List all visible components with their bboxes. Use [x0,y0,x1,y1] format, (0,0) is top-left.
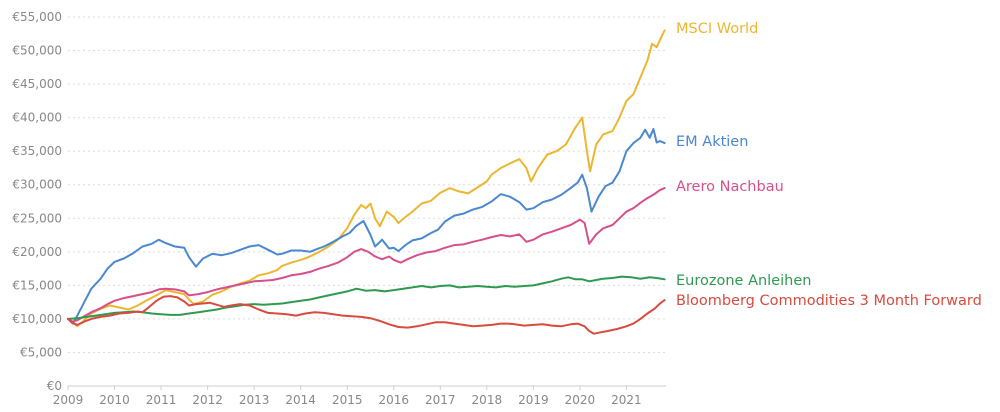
x-tick-label: 2013 [239,393,270,407]
y-tick-label: €15,000 [12,278,62,292]
y-tick-label: €25,000 [12,211,62,225]
y-tick-label: €40,000 [12,111,62,125]
x-tick-label: 2009 [53,393,84,407]
y-tick-label: €5,000 [20,345,62,359]
y-tick-label: €0 [47,379,62,393]
x-tick-label: 2010 [99,393,130,407]
series-line-eurozone-anleihen [67,275,666,320]
x-tick-label: 2021 [611,393,642,407]
series-line-arero-nachbau [67,187,666,323]
x-tick-label: 2019 [518,393,549,407]
grid-lines [68,16,666,387]
y-tick-label: €50,000 [12,44,62,58]
y-tick-label: €55,000 [12,10,62,24]
y-tick-label: €45,000 [12,77,62,91]
x-tick-label: 2015 [332,393,363,407]
series-line-em-aktien [67,128,666,325]
x-tick-label: 2017 [425,393,456,407]
series-label: MSCI World [676,21,758,37]
series-label: EM Aktien [676,134,748,150]
series-label: Eurozone Anleihen [676,273,811,289]
x-tick-label: 2014 [285,393,316,407]
series-line-bloomberg-commodities-3-month-forward [67,295,666,335]
y-tick-label: €35,000 [12,144,62,158]
y-tick-label: €30,000 [12,178,62,192]
x-tick-label: 2012 [192,393,223,407]
series-line-msci-world [67,29,666,328]
x-tick-label: 2016 [378,393,409,407]
series-label: Arero Nachbau [676,179,784,195]
y-tick-label: €20,000 [12,245,62,259]
y-tick-label: €10,000 [12,312,62,326]
series-labels: MSCI World EM Aktien Arero Nachbau Eurozone… [676,21,982,309]
series-label: Bloomberg Commodities 3 Month Forward [676,293,982,309]
series-lines [67,29,666,335]
x-tick-label: 2011 [146,393,177,407]
x-tick-label: 2018 [472,393,503,407]
y-axis-ticks: €0 €5,000 €10,000 €15,000 €20,000 €25,000 €30,… [12,10,62,393]
x-tick-label: 2020 [565,393,596,407]
x-axis-ticks: 2009 2010 2011 2012 2013 2014 2015 2016 2017 2018… [53,386,642,407]
